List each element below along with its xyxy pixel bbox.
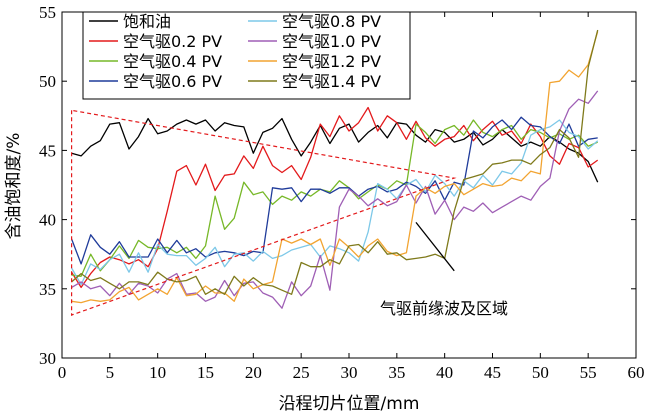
- x-tick-label: 60: [628, 363, 645, 382]
- y-tick-label: 50: [39, 72, 56, 91]
- series-line-2: [71, 119, 598, 277]
- x-axis-label: 沿程切片位置/mm: [279, 394, 420, 414]
- y-tick-label: 40: [39, 211, 56, 230]
- x-tick-label: 5: [106, 363, 115, 382]
- series-line-3: [70, 116, 598, 265]
- x-tick-label: 10: [149, 363, 166, 382]
- x-tick-label: 45: [484, 363, 501, 382]
- legend-label-1: 空气驱0.2 PV: [123, 32, 222, 51]
- series-line-5: [71, 90, 599, 309]
- annotation-layer: 气驱前缘波及区域: [70, 109, 508, 318]
- x-tick-label: 15: [197, 363, 214, 382]
- annotation-pointer: [415, 221, 455, 272]
- annotation-label: 气驱前缘波及区域: [380, 299, 508, 318]
- x-tick-label: 50: [532, 363, 549, 382]
- legend-label-0: 饱和油: [123, 12, 171, 31]
- y-axis-label: 含油饱和度/%: [4, 133, 24, 240]
- x-tick-label: 40: [436, 363, 453, 382]
- y-tick-label: 55: [39, 3, 56, 22]
- x-tick-label: 0: [58, 363, 67, 382]
- legend-label-3: 空气驱0.6 PV: [123, 72, 222, 91]
- series-line-1: [71, 106, 599, 289]
- x-tick-label: 35: [388, 363, 405, 382]
- series-line-7: [71, 29, 599, 295]
- legend-box: [82, 11, 411, 100]
- series-line-0: [71, 117, 599, 183]
- series-line-6: [71, 31, 599, 304]
- y-tick-label: 35: [39, 280, 56, 299]
- legend-label-2: 空气驱0.4 PV: [123, 52, 222, 71]
- series-layer: [70, 29, 599, 309]
- x-tick-label: 30: [341, 363, 358, 382]
- y-tick-label: 45: [39, 141, 56, 160]
- y-tick-label: 30: [39, 349, 56, 368]
- legend-label-5: 空气驱1.0 PV: [282, 32, 381, 51]
- legend-label-4: 空气驱0.8 PV: [282, 12, 381, 31]
- region-triangle: [70, 109, 457, 316]
- axes: 沿程切片位置/mm 含油饱和度/% 0 5 10 15 20 25 30 35 40 45 50 55…: [4, 3, 645, 414]
- legend-label-7: 空气驱1.4 PV: [282, 72, 381, 91]
- legend-label-6: 空气驱1.2 PV: [282, 52, 381, 71]
- x-tick-label: 55: [580, 363, 597, 382]
- x-tick-label: 25: [293, 363, 310, 382]
- x-tick-label: 20: [245, 363, 262, 382]
